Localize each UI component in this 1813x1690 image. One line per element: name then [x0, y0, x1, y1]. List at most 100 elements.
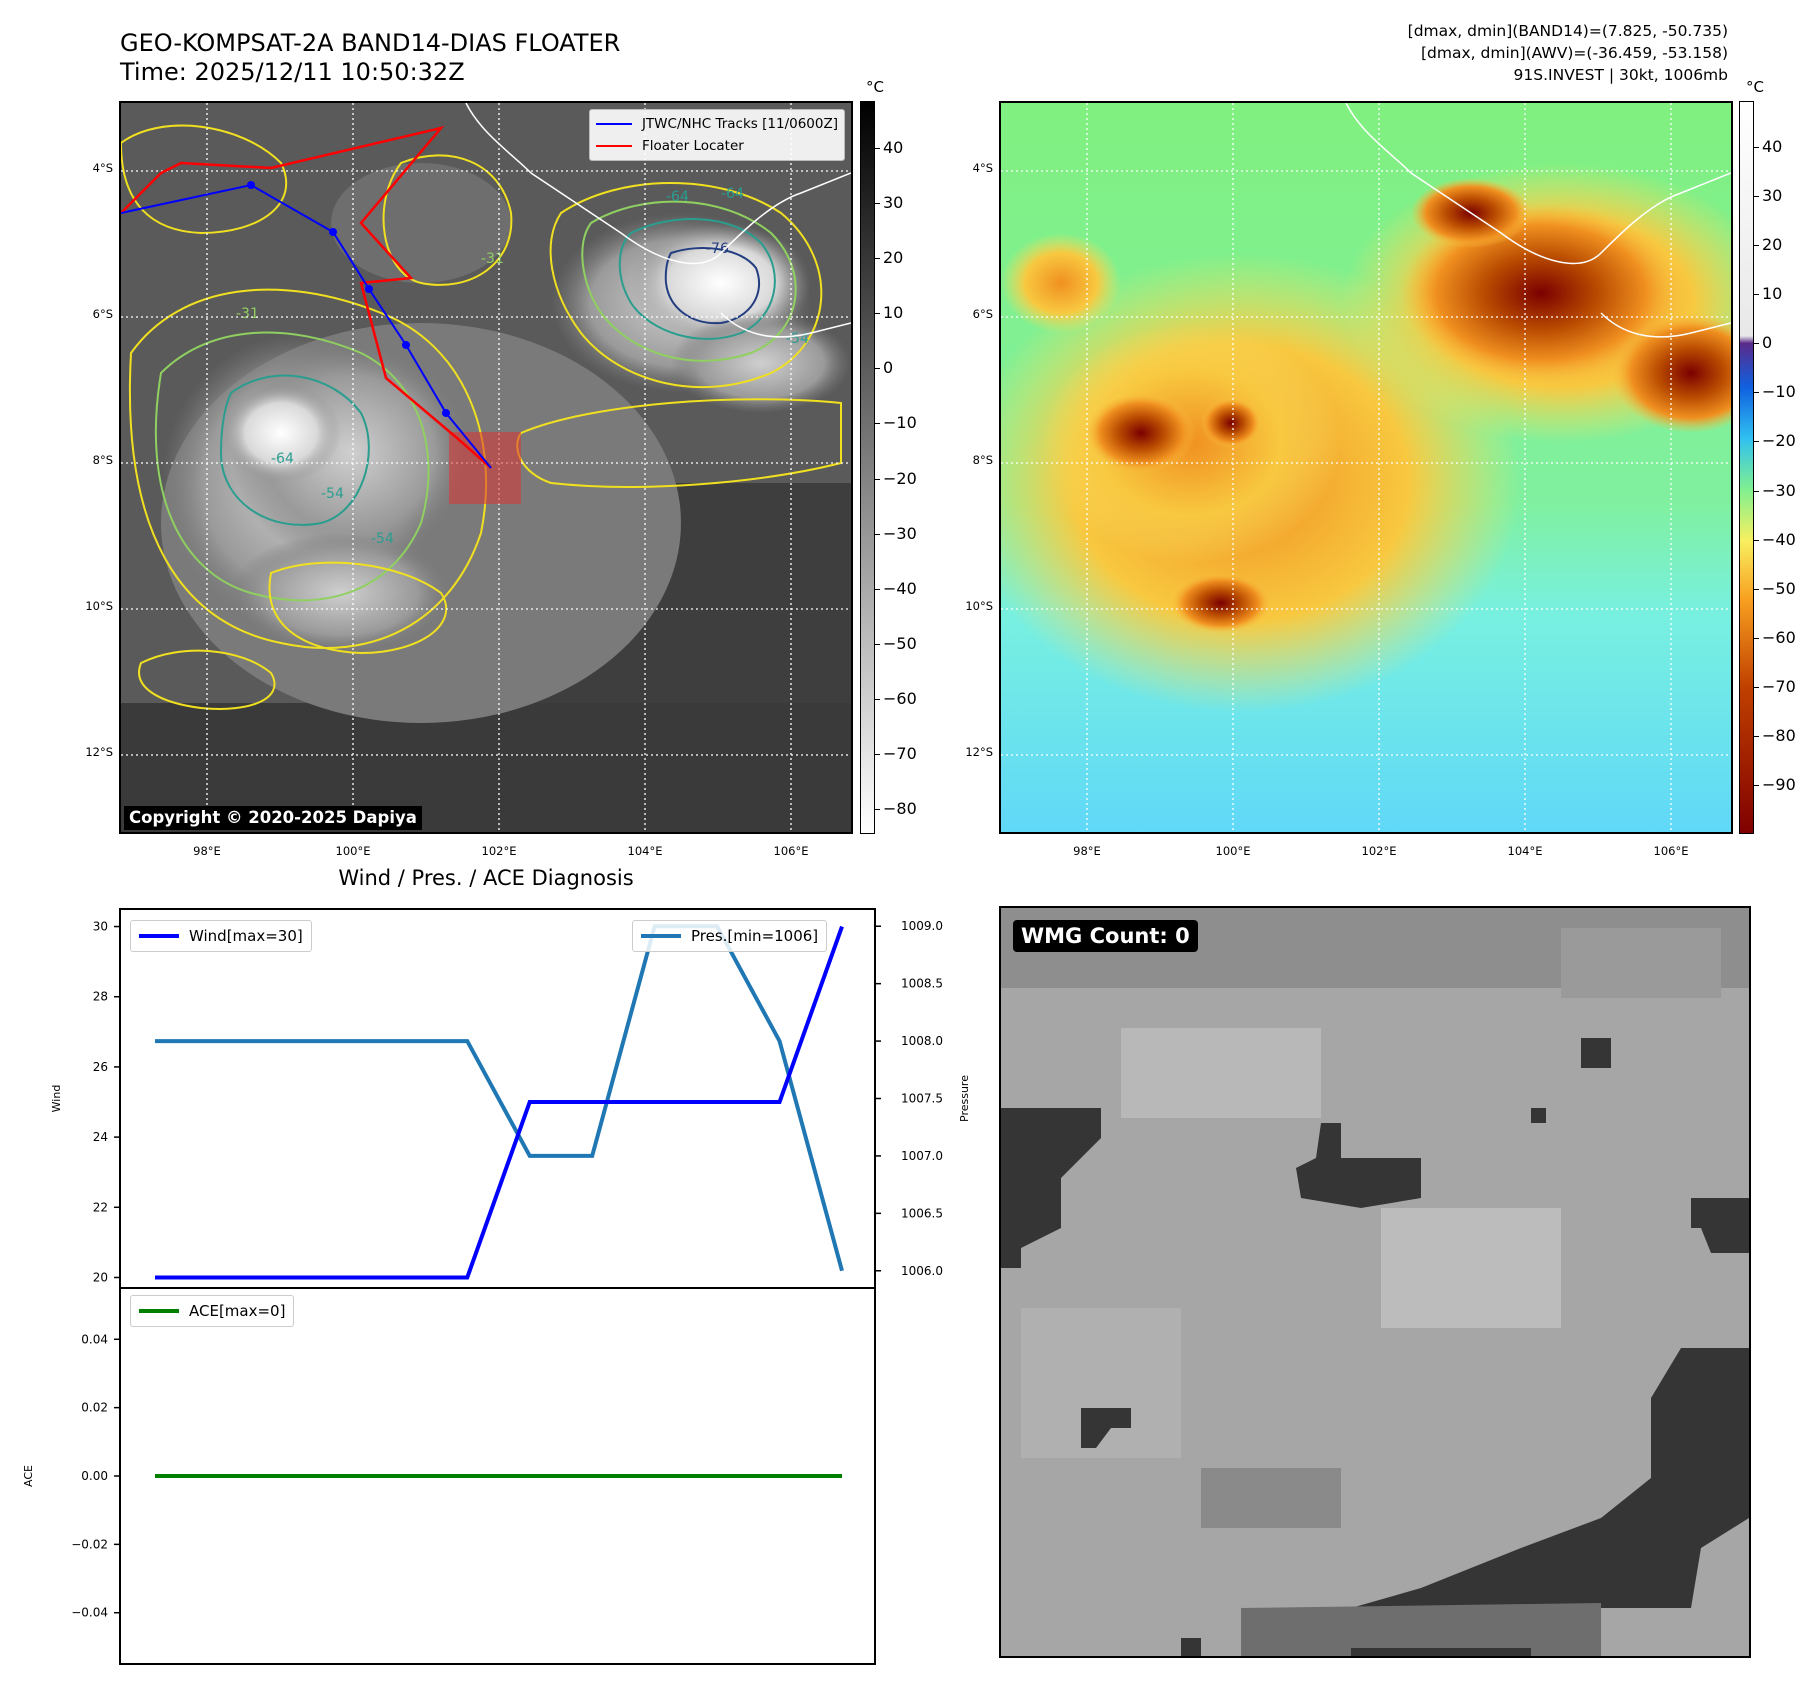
- colorbar-tick-label: −50: [1762, 578, 1796, 598]
- pressure-tick-label: 1008.0: [901, 1034, 943, 1048]
- colorbar-tick: [875, 423, 880, 425]
- info-band14-range: [dmax, dmin](BAND14)=(7.825, -50.735): [1407, 22, 1728, 40]
- colorbar-tick-label: 10: [883, 303, 904, 323]
- colorbar-tick-label: 0: [1762, 333, 1773, 353]
- colorbar-tick-label: 40: [883, 138, 904, 158]
- wind-tick-label: 30: [93, 920, 108, 934]
- colorbar-tick: [1754, 588, 1759, 590]
- lon-tick-label: 100°E: [335, 844, 371, 858]
- left-colorbar-unit: °C: [866, 78, 884, 96]
- colorbar-tick: [1754, 147, 1759, 149]
- track-point: [402, 341, 410, 349]
- diagnosis-title: Wind / Pres. / ACE Diagnosis: [338, 866, 634, 890]
- colorbar-tick-label: −60: [1762, 627, 1796, 647]
- colorbar-tick: [1754, 784, 1759, 786]
- colorbar-tick: [875, 478, 880, 480]
- colorbar-tick: [1754, 294, 1759, 296]
- contour-label: -31: [481, 251, 504, 267]
- colorbar-tick-label: 30: [1762, 186, 1783, 206]
- colorbar-tick-label: 20: [1762, 235, 1783, 255]
- colorbar-tick-label: 30: [883, 193, 904, 213]
- colorbar-tick-label: −10: [883, 413, 917, 433]
- figure-time: Time: 2025/12/11 10:50:32Z: [120, 58, 465, 86]
- colorbar-tick: [875, 203, 880, 205]
- legend-pressure-label: Pres.[min=1006]: [691, 927, 819, 945]
- track-point: [329, 228, 337, 236]
- contour-label: -54: [786, 331, 809, 347]
- colorbar-tick-label: −50: [883, 633, 917, 653]
- colorbar-tick-label: −20: [883, 468, 917, 488]
- colorbar-tick: [875, 368, 880, 370]
- colorbar-tick-label: −70: [1762, 676, 1796, 696]
- colorbar-tick: [1754, 637, 1759, 639]
- colorbar-tick: [875, 808, 880, 810]
- lat-tick-label: 10°S: [85, 599, 113, 613]
- pressure-line: [155, 924, 844, 1272]
- legend-ace-label: ACE[max=0]: [189, 1302, 286, 1320]
- lat-tick-label: 8°S: [92, 453, 113, 467]
- lon-tick-label: 100°E: [1215, 844, 1251, 858]
- track-point: [365, 285, 373, 293]
- wmg-image: [1001, 908, 1749, 1656]
- lon-tick-label: 102°E: [481, 844, 517, 858]
- lon-tick-label: 98°E: [1073, 844, 1101, 858]
- contour-label: -76: [706, 241, 729, 257]
- pressure-tick-label: 1007.5: [901, 1092, 943, 1106]
- colorbar-tick-label: 40: [1762, 137, 1783, 157]
- wmg-panel: WMG Count: 0: [999, 906, 1751, 1658]
- lat-tick-label: 12°S: [85, 745, 113, 759]
- colorbar-tick: [1754, 441, 1759, 443]
- enhanced-map-panel: [999, 101, 1733, 834]
- colorbar-tick-label: 20: [883, 248, 904, 268]
- contour-label: -64: [721, 186, 744, 202]
- pressure-tick-label: 1009.0: [901, 919, 943, 933]
- wind-tick-label: 28: [93, 990, 108, 1004]
- colorbar-tick: [875, 313, 880, 315]
- colorbar-tick-label: −40: [883, 578, 917, 598]
- contour-label: -31: [236, 306, 259, 322]
- lon-tick-label: 102°E: [1361, 844, 1397, 858]
- contour-label: -64: [666, 189, 689, 205]
- colorbar-tick-label: −90: [1762, 774, 1796, 794]
- wind-line: [155, 925, 844, 1280]
- colorbar-tick: [875, 533, 880, 535]
- left-colorbar: [860, 101, 875, 834]
- legend-ace: ACE[max=0]: [130, 1295, 295, 1327]
- colorbar-tick-label: −80: [883, 798, 917, 818]
- colorbar-tick: [1754, 343, 1759, 345]
- colorbar-tick-label: −70: [883, 743, 917, 763]
- lat-tick-label: 10°S: [965, 599, 993, 613]
- colorbar-tick: [875, 698, 880, 700]
- coastline: [1345, 103, 1731, 265]
- pressure-tick-label: 1006.5: [901, 1206, 943, 1220]
- pressure-tick-label: 1007.0: [901, 1149, 943, 1163]
- colorbar-tick-label: −80: [1762, 725, 1796, 745]
- ace-tick-label: −0.02: [71, 1537, 108, 1551]
- colorbar-tick: [875, 258, 880, 260]
- coastline: [465, 103, 851, 265]
- colorbar-tick-label: −20: [1762, 431, 1796, 451]
- colorbar-tick: [1754, 539, 1759, 541]
- lat-tick-label: 4°S: [972, 161, 993, 175]
- pressure-axis-label: Pressure: [958, 1075, 971, 1122]
- ace-tick-label: 0.02: [81, 1401, 108, 1415]
- colorbar-tick-label: 0: [883, 358, 894, 378]
- wmg-count-label: WMG Count: 0: [1013, 920, 1198, 952]
- right-colorbar-unit: °C: [1746, 78, 1764, 96]
- legend-wind: Wind[max=30]: [130, 920, 312, 952]
- lat-tick-label: 4°S: [92, 161, 113, 175]
- colorbar-tick: [875, 753, 880, 755]
- colorbar-tick-label: −40: [1762, 529, 1796, 549]
- wind-tick-label: 20: [93, 1270, 108, 1284]
- track-point: [247, 181, 255, 189]
- contour-label: -54: [371, 531, 394, 547]
- figure-title: GEO-KOMPSAT-2A BAND14-DIAS FLOATER: [120, 29, 621, 57]
- contour-label: -54: [321, 486, 344, 502]
- coastline: [720, 312, 851, 338]
- track-point: [442, 409, 450, 417]
- lat-tick-label: 6°S: [972, 307, 993, 321]
- legend-wind-label: Wind[max=30]: [189, 927, 303, 945]
- colorbar-tick-label: −30: [883, 523, 917, 543]
- lon-tick-label: 104°E: [627, 844, 663, 858]
